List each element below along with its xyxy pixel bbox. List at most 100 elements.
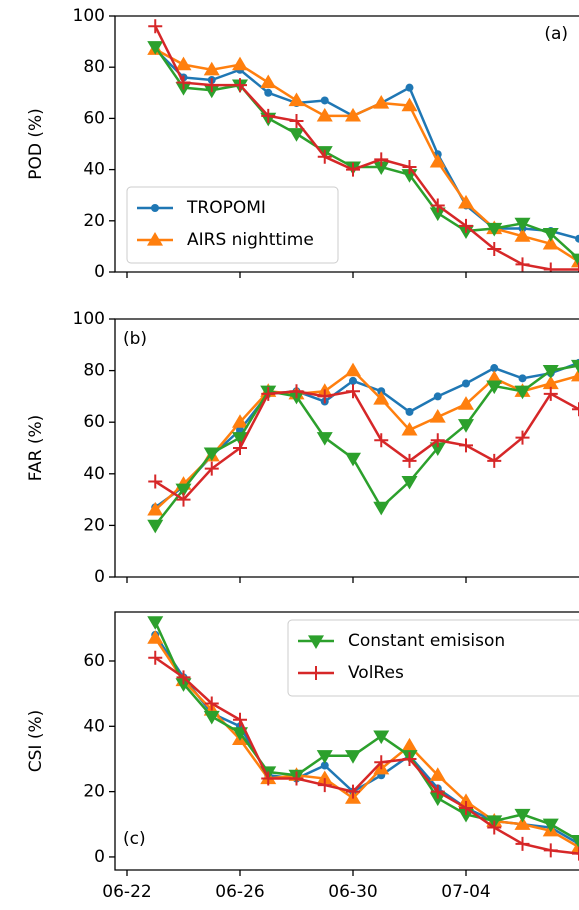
marker — [401, 737, 418, 752]
marker — [458, 793, 474, 808]
marker — [288, 92, 305, 107]
y-tick-label: 60 — [83, 108, 105, 128]
series-line — [154, 368, 579, 511]
marker — [204, 461, 219, 476]
y-tick-label: 20 — [83, 782, 105, 802]
marker — [430, 784, 445, 799]
marker — [459, 218, 473, 233]
y-tick-label: 80 — [83, 361, 105, 381]
marker — [317, 149, 332, 164]
y-tick-label: 80 — [83, 57, 105, 77]
marker — [542, 818, 559, 833]
marker — [433, 392, 442, 401]
series-line — [154, 389, 579, 502]
marker — [514, 217, 531, 232]
marker — [320, 761, 329, 770]
axes-frame — [114, 611, 579, 871]
marker — [148, 650, 163, 665]
marker — [543, 386, 558, 401]
marker — [175, 483, 192, 498]
marker — [514, 228, 531, 242]
marker — [490, 364, 499, 373]
marker — [572, 262, 579, 272]
marker — [261, 771, 276, 786]
legend-box — [126, 186, 339, 264]
marker — [345, 452, 361, 467]
axes-frame — [114, 318, 579, 578]
marker — [459, 800, 473, 815]
marker — [147, 501, 164, 516]
marker — [264, 88, 273, 97]
marker — [402, 751, 417, 766]
marker — [542, 365, 559, 379]
marker — [320, 96, 329, 105]
y-tick-label: 40 — [83, 464, 105, 484]
marker — [374, 433, 389, 448]
marker — [345, 750, 361, 764]
legend-label: TROPOMI — [186, 198, 266, 218]
legend-box — [287, 619, 579, 697]
marker — [176, 670, 191, 685]
marker — [260, 74, 277, 89]
panel-label: (a) — [544, 24, 568, 44]
series-line — [154, 25, 579, 271]
marker — [148, 474, 163, 489]
plot-area — [147, 358, 579, 534]
legend-label: AIRS nighttime — [187, 230, 314, 250]
marker — [309, 666, 323, 680]
marker — [487, 820, 502, 835]
marker — [543, 262, 558, 272]
plot-area — [147, 616, 579, 861]
marker — [316, 107, 333, 122]
marker — [514, 385, 531, 400]
legend-label: VolRes — [348, 663, 404, 683]
marker — [373, 501, 390, 516]
panel-label: (b) — [123, 329, 147, 349]
marker — [374, 152, 389, 167]
marker — [147, 232, 163, 246]
marker — [571, 839, 579, 853]
marker — [401, 421, 418, 436]
y-tick-label: 100 — [73, 309, 105, 329]
marker — [317, 389, 332, 404]
marker — [151, 204, 159, 212]
series-line — [154, 364, 579, 527]
marker — [289, 771, 304, 786]
marker — [232, 56, 248, 71]
marker — [288, 128, 305, 142]
marker — [204, 696, 219, 711]
marker — [289, 113, 304, 128]
marker — [232, 432, 248, 446]
marker — [401, 97, 418, 112]
marker — [345, 362, 361, 377]
y-tick-label: 40 — [83, 716, 105, 736]
marker — [373, 95, 390, 109]
series-line — [154, 656, 579, 855]
marker — [518, 374, 527, 383]
marker — [345, 107, 361, 122]
y-tick-label: 60 — [83, 651, 105, 671]
marker — [458, 808, 474, 823]
marker — [405, 407, 414, 416]
marker — [429, 767, 446, 781]
marker — [203, 61, 220, 76]
plot-area — [147, 19, 579, 272]
marker — [515, 430, 530, 445]
y-tick-label: 60 — [83, 412, 105, 432]
axes-frame — [114, 15, 579, 273]
x-tick-label: 07-04 — [441, 882, 490, 902]
marker — [148, 19, 163, 34]
marker — [233, 78, 247, 93]
marker — [232, 414, 248, 428]
marker — [458, 396, 474, 410]
y-axis-label: FAR (%) — [26, 415, 46, 481]
marker — [430, 198, 445, 213]
x-tick-label: 06-26 — [215, 882, 264, 902]
marker — [459, 438, 473, 453]
y-tick-label: 20 — [83, 515, 105, 535]
y-tick-label: 40 — [83, 160, 105, 180]
marker — [233, 441, 247, 455]
marker — [316, 750, 333, 764]
marker — [575, 234, 579, 243]
